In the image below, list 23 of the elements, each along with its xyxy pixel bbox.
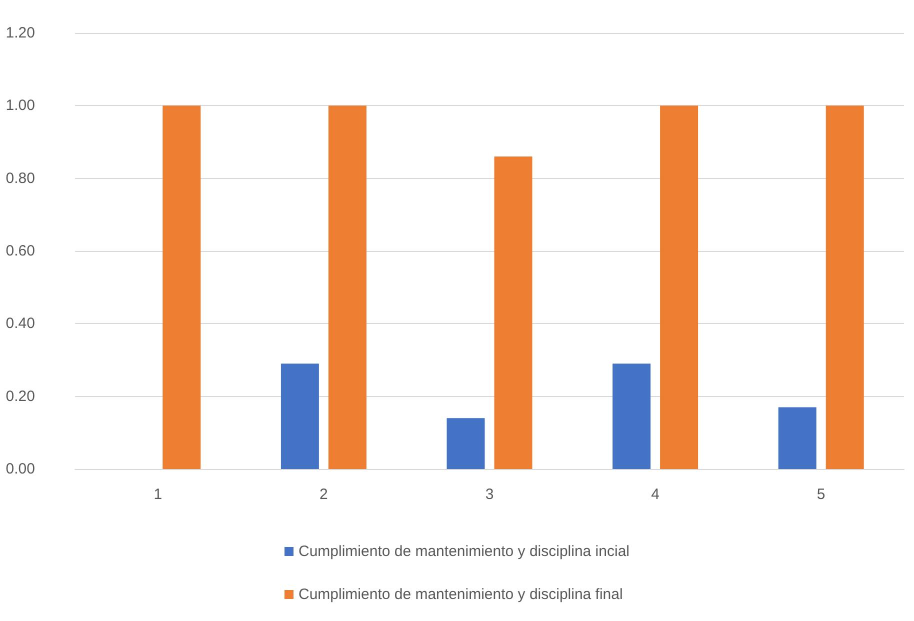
y-tick-label: 0.40 [6,315,35,332]
legend-label: Cumplimiento de mantenimiento y disciplina incial [298,543,630,560]
y-tick-label: 0.60 [6,242,35,260]
bar [446,418,485,469]
bar [660,106,698,469]
bar [162,106,201,469]
bar [826,106,864,469]
y-tick-label: 1.00 [6,97,35,114]
x-tick-label: 1 [154,486,162,503]
x-tick-label: 4 [651,486,660,503]
y-tick-label: 0.80 [6,170,35,187]
x-tick-label: 2 [320,486,328,503]
y-tick-label: 0.20 [6,388,35,405]
bar [494,156,532,469]
bar [280,364,319,469]
x-tick-label: 5 [816,486,826,503]
y-tick-label: 0.00 [6,460,35,478]
bar [778,407,816,469]
y-tick-label: 1.20 [6,24,35,42]
bar [328,106,366,469]
x-tick-label: 3 [485,486,494,503]
legend-label: Cumplimiento de mantenimiento y disciplina final [298,586,623,603]
bar [612,364,651,469]
